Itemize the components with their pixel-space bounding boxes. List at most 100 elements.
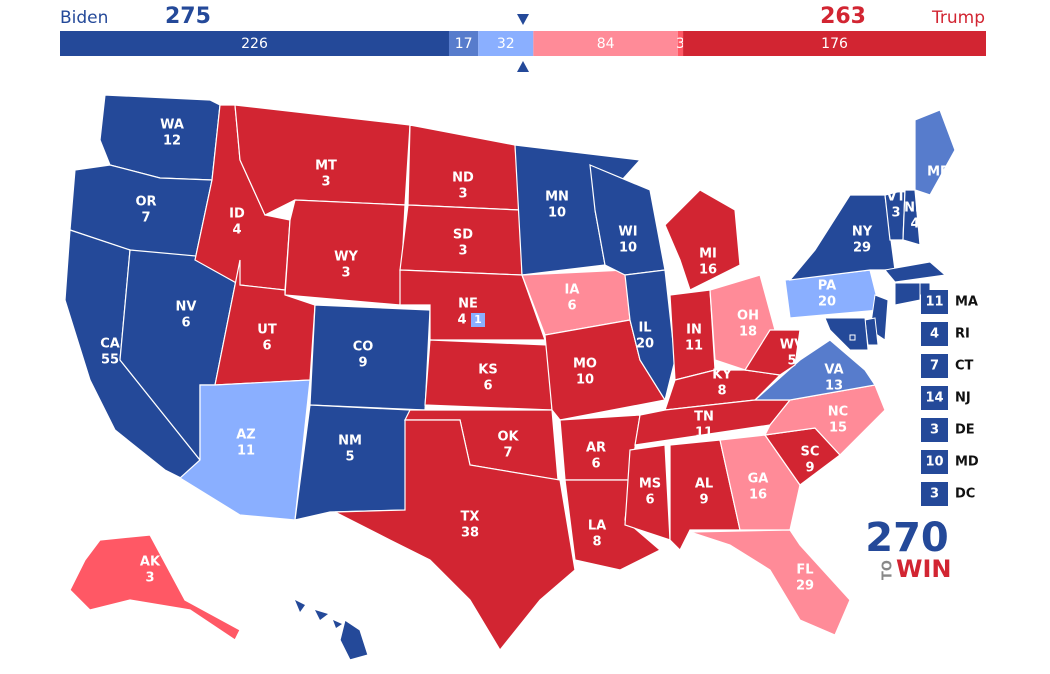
state-shape: [753, 339, 877, 401]
state-label: ND: [452, 171, 474, 186]
state-box: [921, 482, 948, 506]
state-shape: [624, 269, 676, 402]
tally-segment: [448, 31, 479, 56]
state-shape: [179, 379, 311, 521]
state-label: AK: [140, 555, 161, 570]
state-label: GA: [748, 472, 769, 487]
state-shape: [339, 619, 369, 661]
state-label: ID: [229, 207, 245, 222]
state-label: VT: [887, 190, 906, 205]
state-label: SC: [801, 445, 820, 460]
state-votes: 6: [567, 299, 576, 314]
state-votes: 9: [805, 461, 814, 476]
state-label: OK: [497, 430, 519, 445]
logo: 270 TO WIN: [865, 515, 951, 583]
state-votes: 16: [699, 263, 717, 278]
state-label: NV: [176, 300, 197, 315]
state-votes: 4: [930, 327, 939, 342]
tally-segment: [683, 31, 986, 56]
state-votes: 29: [796, 579, 814, 594]
state-label: LA: [588, 519, 606, 534]
state-label: MN: [545, 190, 569, 205]
state-box: [921, 418, 948, 442]
state-label: NY: [852, 225, 873, 240]
state-votes: 7: [503, 446, 512, 461]
state-votes: 9: [699, 493, 708, 508]
midpoint-marker: [517, 61, 529, 72]
island: [295, 600, 305, 612]
logo-win: WIN: [896, 555, 952, 583]
state-label: NE: [458, 297, 478, 312]
state-label: SD: [453, 228, 473, 243]
tally-label: 17: [455, 36, 473, 52]
tally-label: 3: [676, 36, 685, 52]
state-label: CO: [353, 340, 374, 355]
right-total: 263: [820, 4, 866, 29]
state-box: [921, 322, 948, 346]
state-votes: 6: [645, 493, 654, 508]
state-shape: [309, 304, 431, 411]
state-label: MT: [315, 159, 337, 174]
state-label: UT: [257, 323, 277, 338]
state-label: NC: [828, 405, 848, 420]
state-label: RI: [955, 327, 970, 342]
tally-segment: [677, 31, 684, 56]
state-label: MI: [699, 247, 717, 262]
state-label: OH: [737, 309, 759, 324]
state-votes: 20: [636, 337, 654, 352]
state-shape: [902, 189, 921, 246]
state-votes: 3: [891, 206, 900, 221]
state-box: [921, 354, 948, 378]
state-label: NM: [338, 434, 362, 449]
state-shape: [69, 534, 241, 641]
state-label: HI: [314, 625, 330, 640]
state-label: WI: [618, 225, 637, 240]
state-votes: 3: [930, 487, 939, 502]
state-label: WV: [780, 338, 804, 353]
state-votes: 5: [345, 450, 354, 465]
state-votes: 55: [101, 353, 119, 368]
state-votes: 10: [619, 241, 637, 256]
state-label: AR: [586, 441, 606, 456]
district-votes: 1: [474, 313, 482, 326]
state-box: [921, 386, 948, 410]
state-shape: [884, 261, 947, 283]
state-label: IA: [565, 283, 580, 298]
state-votes: 10: [548, 206, 566, 221]
state-votes: 4: [317, 641, 326, 656]
state-votes: 8: [717, 384, 726, 399]
state-shape: [849, 334, 856, 341]
state-label: MD: [955, 455, 979, 470]
island: [333, 620, 342, 628]
state-votes: 20: [818, 295, 836, 310]
state-votes: 6: [262, 339, 271, 354]
state-label: AZ: [236, 428, 256, 443]
state-shape: [214, 259, 316, 386]
logo-number: 270: [865, 515, 949, 561]
state-votes: 4: [457, 313, 466, 328]
district-box: [471, 313, 485, 327]
state-label: KY: [712, 368, 732, 383]
state-label: NH: [904, 201, 926, 216]
state-label: AL: [695, 477, 713, 492]
state-box: [921, 450, 948, 474]
state-label: OR: [135, 195, 156, 210]
state-shape: [719, 434, 801, 531]
state-votes: 38: [461, 526, 479, 541]
state-votes: 7: [141, 211, 150, 226]
state-votes: 13: [825, 379, 843, 394]
state-label: TX: [461, 510, 480, 525]
state-label: WY: [334, 250, 358, 265]
tally-label: 32: [497, 36, 515, 52]
state-label: ME: [927, 165, 949, 180]
state-shape: [824, 317, 869, 351]
state-label: CA: [100, 337, 120, 352]
state-votes: 10: [925, 455, 943, 470]
state-shape: [744, 329, 801, 376]
right-name: Trump: [931, 8, 985, 28]
state-votes: 3: [458, 244, 467, 259]
state-votes: 12: [163, 134, 181, 149]
state-votes: 9: [358, 356, 367, 371]
left-name: Biden: [60, 8, 108, 28]
state-votes: 14: [925, 391, 943, 406]
